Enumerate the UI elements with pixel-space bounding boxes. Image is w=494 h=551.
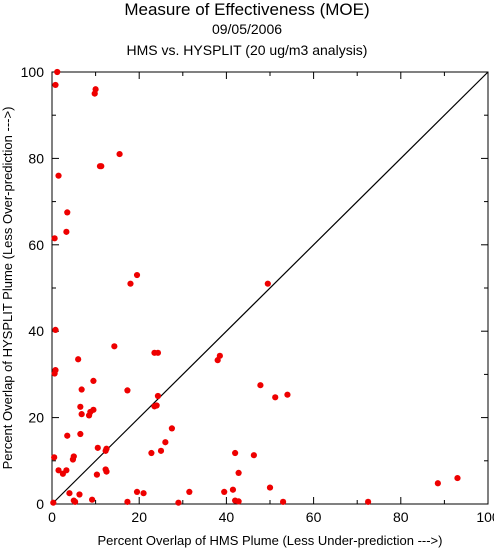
- data-point: [148, 449, 155, 457]
- data-point: [55, 467, 62, 474]
- data-point: [214, 357, 221, 364]
- x-tick-label: 100: [476, 509, 494, 525]
- data-point: [124, 387, 131, 394]
- data-point: [162, 439, 169, 446]
- data-point: [257, 382, 264, 389]
- data-point: [365, 498, 372, 505]
- data-point: [154, 392, 162, 400]
- y-tick-label: 20: [28, 410, 44, 426]
- chart-date: 09/05/2006: [211, 21, 283, 37]
- chart-subtitle: HMS vs. HYSPLIT (20 ug/m3 analysis): [126, 42, 368, 58]
- data-point: [76, 491, 83, 498]
- data-point: [66, 490, 73, 497]
- data-point: [235, 498, 242, 505]
- data-point: [124, 498, 131, 505]
- data-point: [235, 469, 242, 476]
- data-point: [78, 386, 85, 393]
- data-point: [93, 471, 101, 478]
- chart-title: Measure of Effectiveness (MOE): [124, 0, 370, 19]
- data-point: [454, 474, 461, 482]
- data-point: [55, 172, 62, 179]
- data-point: [51, 235, 58, 242]
- y-axis-label: Percent Overlap of HYSPLIT Plume (Less O…: [0, 107, 15, 470]
- data-point: [72, 498, 79, 505]
- x-axis-label: Percent Overlap of HMS Plume (Less Under…: [98, 533, 443, 548]
- data-point: [51, 370, 58, 377]
- data-point: [54, 68, 61, 76]
- data-point: [50, 499, 57, 506]
- data-point: [77, 430, 84, 438]
- data-point: [91, 90, 98, 97]
- data-point: [85, 412, 93, 419]
- data-point: [157, 447, 165, 454]
- data-point: [116, 150, 123, 158]
- y-tick-label: 0: [36, 496, 44, 512]
- data-point: [229, 486, 237, 493]
- data-point: [64, 432, 71, 439]
- x-tick-label: 20: [131, 509, 147, 525]
- x-tick-label: 40: [219, 509, 235, 525]
- data-point: [127, 280, 134, 287]
- data-point: [64, 209, 71, 216]
- y-tick-label: 40: [28, 323, 44, 339]
- data-points: [50, 68, 461, 506]
- data-point: [221, 488, 228, 496]
- y-tick-label: 60: [28, 237, 44, 253]
- data-point: [77, 403, 84, 410]
- data-point: [279, 498, 287, 505]
- data-point: [154, 349, 162, 356]
- data-point: [94, 444, 101, 451]
- data-point: [250, 452, 257, 459]
- data-point: [52, 81, 59, 89]
- y-tick-label: 100: [21, 64, 45, 80]
- data-point: [111, 343, 118, 350]
- data-point: [434, 480, 441, 487]
- x-tick-label: 0: [48, 509, 56, 525]
- diagonal-reference-line: [51, 71, 489, 505]
- data-point: [59, 470, 66, 477]
- data-point: [75, 356, 82, 363]
- data-point: [51, 454, 58, 461]
- data-point: [175, 499, 182, 506]
- data-point: [133, 271, 141, 279]
- y-tick-label: 80: [28, 150, 44, 166]
- data-point: [264, 280, 271, 287]
- data-point: [90, 377, 97, 384]
- data-point: [186, 488, 193, 496]
- data-point: [168, 425, 175, 432]
- data-point: [89, 496, 96, 503]
- data-point: [133, 488, 141, 496]
- data-point: [103, 468, 110, 475]
- data-point: [272, 394, 279, 401]
- data-point: [153, 402, 160, 409]
- data-point: [52, 326, 59, 334]
- x-tick-label: 80: [393, 509, 409, 525]
- data-point: [232, 449, 239, 457]
- data-point: [102, 447, 109, 454]
- data-point: [266, 484, 274, 491]
- data-point: [63, 228, 70, 235]
- data-point: [140, 490, 147, 497]
- x-tick-label: 60: [306, 509, 322, 525]
- axis-ticks: 0 20 40 60 80 100 0 20 40 60 80 100: [21, 64, 494, 525]
- data-point: [284, 391, 291, 398]
- data-point: [78, 411, 85, 418]
- data-point: [98, 163, 105, 170]
- data-point: [69, 456, 77, 463]
